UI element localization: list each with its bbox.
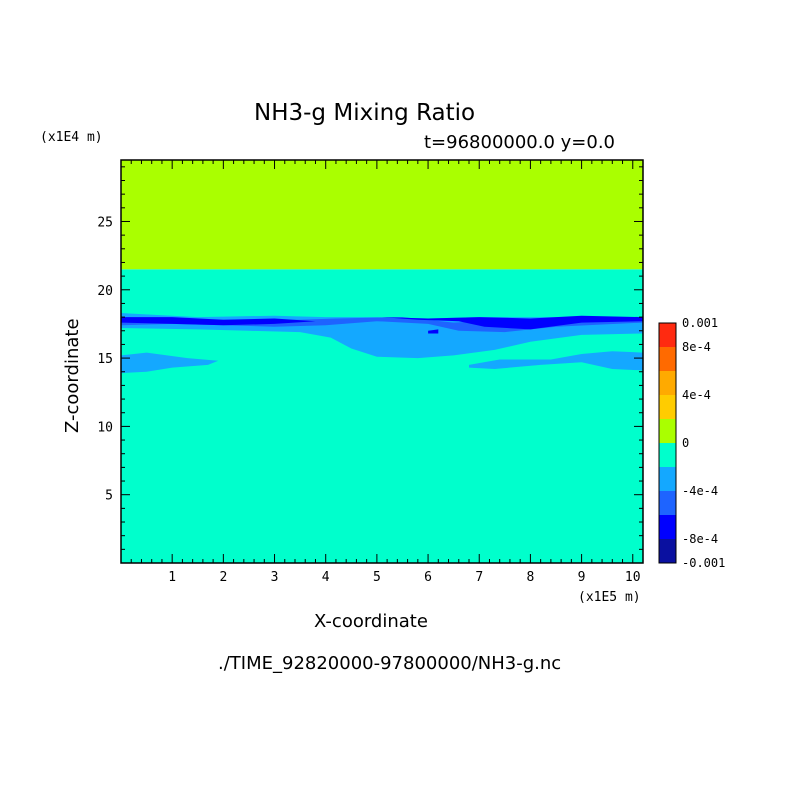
chart-subtitle: t=96800000.0 y=0.0 bbox=[424, 132, 616, 153]
y-axis-label: Z-coordinate bbox=[62, 318, 83, 433]
colorbar-frame bbox=[658, 322, 677, 564]
y-tick-label: 20 bbox=[97, 284, 113, 299]
colorbar-label: 8e-4 bbox=[682, 340, 711, 354]
colorbar-swatch bbox=[659, 491, 676, 515]
y-scale-label: (x1E4 m) bbox=[40, 130, 103, 145]
contour-band-7 bbox=[428, 329, 439, 334]
x-tick-label: 8 bbox=[526, 570, 534, 585]
colorbar: 0.001 8e-4 4e-4 0 -4e-4 -8e-4 -0.001 bbox=[658, 316, 725, 570]
colorbar-swatch bbox=[659, 371, 676, 395]
colorbar-label: -0.001 bbox=[682, 556, 725, 570]
x-tick-label: 6 bbox=[424, 570, 432, 585]
contour-band-2 bbox=[121, 352, 219, 374]
contour-field bbox=[121, 160, 643, 563]
colorbar-label: 0.001 bbox=[682, 316, 718, 330]
colorbar-swatch bbox=[659, 539, 676, 563]
plot-frame bbox=[120, 159, 644, 564]
contour-band-6 bbox=[382, 315, 643, 330]
x-tick-label: 1 bbox=[168, 570, 176, 585]
field-upper-layer bbox=[121, 160, 643, 270]
contour-band-5 bbox=[121, 317, 316, 326]
y-tick-label: 10 bbox=[97, 420, 113, 435]
field-background bbox=[121, 269, 643, 563]
colorbar-swatch bbox=[659, 323, 676, 347]
x-tick-label: 2 bbox=[219, 570, 227, 585]
y-tick-label: 15 bbox=[97, 352, 113, 367]
x-axis-label: X-coordinate bbox=[314, 611, 428, 632]
colorbar-swatch bbox=[659, 515, 676, 539]
x-tick-label: 5 bbox=[373, 570, 381, 585]
colorbar-label: 4e-4 bbox=[682, 388, 711, 402]
colorbar-swatch bbox=[659, 467, 676, 491]
x-tick-label: 3 bbox=[271, 570, 279, 585]
y-tick-label: 25 bbox=[97, 215, 113, 230]
plot-axes: 1 2 3 4 5 6 7 8 9 10 5 10 15 20 25 bbox=[97, 159, 644, 585]
x-tick-label: 10 bbox=[625, 570, 641, 585]
x-tick-label: 7 bbox=[475, 570, 483, 585]
x-tick-label: 9 bbox=[578, 570, 586, 585]
colorbar-swatch bbox=[659, 347, 676, 371]
colorbar-label: 0 bbox=[682, 436, 689, 450]
x-tick-label: 4 bbox=[322, 570, 330, 585]
y-tick-label: 5 bbox=[105, 489, 113, 504]
chart-title: NH3-g Mixing Ratio bbox=[254, 100, 476, 126]
colorbar-swatch bbox=[659, 443, 676, 467]
footer-filename: ./TIME_92820000-97800000/NH3-g.nc bbox=[218, 653, 562, 674]
colorbar-label: -8e-4 bbox=[682, 532, 718, 546]
x-scale-label: (x1E5 m) bbox=[578, 590, 641, 605]
colorbar-swatch bbox=[659, 419, 676, 443]
colorbar-label: -4e-4 bbox=[682, 484, 718, 498]
colorbar-swatch bbox=[659, 395, 676, 419]
contour-band-3 bbox=[469, 351, 643, 371]
